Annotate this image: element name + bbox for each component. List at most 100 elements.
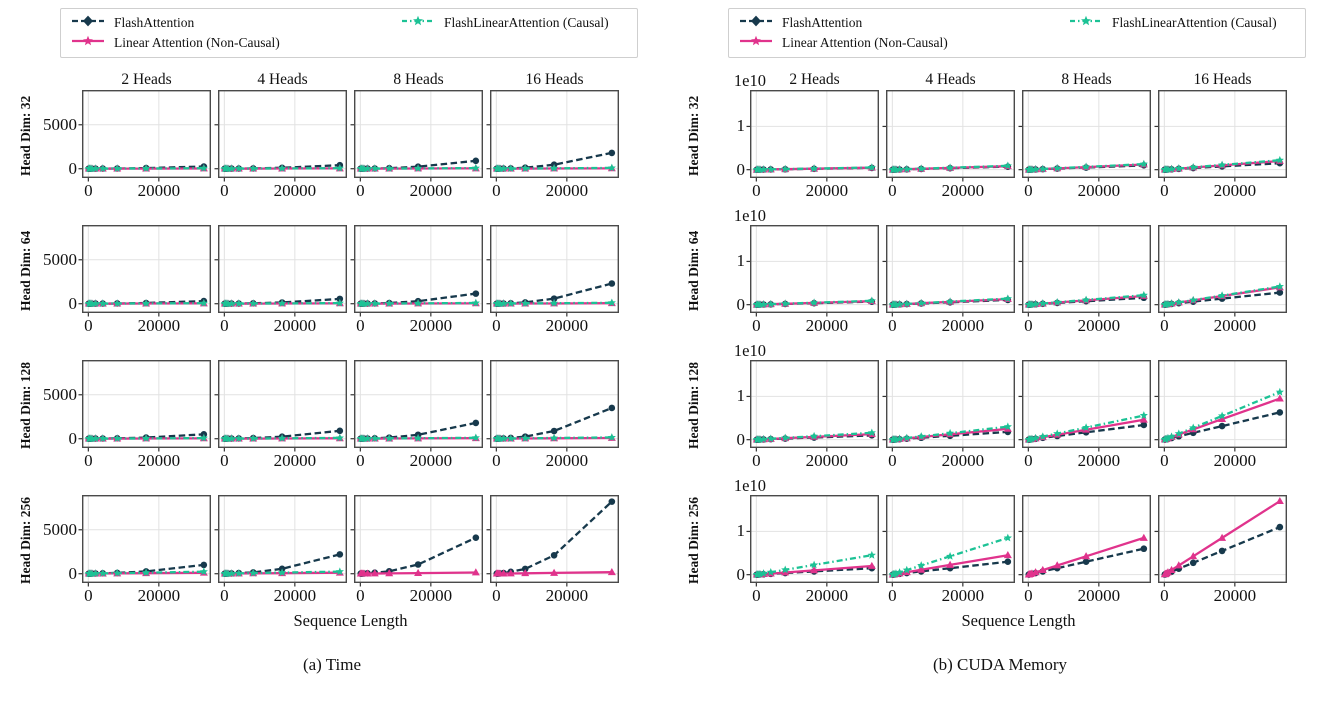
y-axis-gutter: 0 1 1e10 — [704, 70, 766, 204]
subplot-cell-a-1-3: 0 20000 — [486, 224, 619, 339]
legend-sample-dashdot-icon — [1069, 13, 1103, 34]
subplot-cell-b-0-1: 4 Heads 0 20000 — [882, 70, 1015, 204]
x-tick-label: 0 — [1024, 316, 1033, 335]
x-tick-label: 20000 — [409, 181, 453, 200]
column-title: 4 Heads — [925, 71, 976, 88]
x-tick-label: 0 — [752, 181, 761, 200]
x-tick-row: 0 20000 — [82, 448, 211, 474]
x-tick-row: 0 20000 — [218, 583, 347, 609]
x-tick-row: 0 20000 — [1022, 448, 1151, 474]
x-tick-label: 20000 — [545, 316, 589, 335]
x-tick-label: 20000 — [409, 586, 453, 605]
x-tick-label: 0 — [888, 451, 897, 470]
y-offset-label: 1e10 — [733, 476, 766, 495]
subplot-a-1-0 — [78, 224, 211, 317]
x-tick-row: 0 20000 — [490, 313, 619, 339]
y-axis-gutter: 0 5000 — [36, 360, 82, 474]
legend-sample-dashed-icon — [71, 13, 105, 34]
legend-item-2: FlashLinearAttention (Causal) — [1069, 13, 1277, 33]
subplot-b-0-1 — [882, 89, 1015, 182]
subplot-b-1-0 — [746, 224, 879, 317]
y-tick-label: 5000 — [43, 249, 77, 269]
subplot-a-1-1 — [214, 224, 347, 317]
subplot-a-2-3 — [486, 359, 619, 452]
subplot-cell-b-2-1: 0 20000 — [882, 359, 1015, 474]
y-axis-gutter: 0 1 1e10 — [704, 341, 766, 474]
legend-column-1: FlashAttention Linear Attention (Non-Caus… — [739, 13, 1047, 53]
y-tick-label: 0 — [736, 294, 746, 314]
x-tick-label: 20000 — [409, 316, 453, 335]
caption-b: (b) CUDA Memory — [932, 655, 1068, 674]
legend-column-1: FlashAttention Linear Attention (Non-Caus… — [71, 13, 379, 53]
subplot-cell-a-0-3: 16 Heads 0 20000 — [486, 70, 619, 204]
x-tick-label: 20000 — [1213, 451, 1257, 470]
subplot-a-1-3 — [486, 224, 619, 317]
legend-item-label: Linear Attention (Non-Causal) — [114, 35, 280, 50]
x-tick-label: 20000 — [273, 586, 317, 605]
y-tick-label: 0 — [736, 564, 746, 584]
legend-item-label: FlashLinearAttention (Causal) — [1112, 15, 1277, 30]
x-tick-row: 0 20000 — [750, 313, 879, 339]
subplot-b-0-3 — [1154, 89, 1287, 182]
x-tick-row: 0 20000 — [886, 313, 1015, 339]
legend-a: FlashAttention Linear Attention (Non-Caus… — [60, 8, 638, 58]
subplot-row-a-2: Head Dim: 128 0 5000 0 20000 0 20000 0 20000 0 200… — [16, 359, 662, 474]
subplot-b-1-2 — [1018, 224, 1151, 317]
subplot-a-0-1 — [214, 89, 347, 182]
x-tick-label: 0 — [492, 586, 501, 605]
subplot-cell-a-3-0: 0 20000 — [78, 494, 211, 609]
y-tick-label: 5000 — [43, 519, 77, 539]
row-label: Head Dim: 128 — [16, 360, 36, 452]
legend-item-2: FlashLinearAttention (Causal) — [401, 13, 609, 33]
row-label-text: Head Dim: 64 — [18, 230, 33, 312]
subplot-cell-b-2-3: 0 20000 — [1154, 359, 1287, 474]
row-label-text: Head Dim: 32 — [686, 95, 701, 177]
row-label-text: Head Dim: 256 — [18, 497, 33, 585]
x-tick-label: 20000 — [137, 451, 181, 470]
subplot-cell-b-1-3: 0 20000 — [1154, 224, 1287, 339]
subplot-row-a-3: Head Dim: 256 0 5000 0 20000 0 20000 0 20000 0 200… — [16, 494, 662, 609]
subplot-cell-b-3-1: 0 20000 — [882, 494, 1015, 609]
x-tick-row: 0 20000 — [750, 583, 879, 609]
row-label-text: Head Dim: 32 — [18, 95, 33, 177]
legend-item-1: Linear Attention (Non-Causal) — [739, 33, 1047, 53]
x-tick-row: 0 20000 — [354, 313, 483, 339]
x-tick-label: 0 — [1160, 586, 1169, 605]
x-tick-row: 0 20000 — [750, 178, 879, 204]
subplot-row-b-2: Head Dim: 128 0 1 1e10 0 20000 0 20000 0 20000 0 20… — [684, 341, 1330, 474]
x-tick-label: 0 — [356, 586, 365, 605]
subplot-row-a-1: Head Dim: 64 0 5000 0 20000 0 20000 0 20000 0 2000… — [16, 224, 662, 339]
x-tick-label: 0 — [1160, 181, 1169, 200]
subplot-a-0-0 — [78, 89, 211, 182]
legend-sample-dashed-icon — [739, 13, 773, 34]
subplot-a-2-1 — [214, 359, 347, 452]
subplot-cell-a-1-1: 0 20000 — [214, 224, 347, 339]
x-tick-label: 20000 — [273, 181, 317, 200]
row-label-text: Head Dim: 64 — [686, 230, 701, 312]
x-tick-row: 0 20000 — [82, 583, 211, 609]
column-title: 16 Heads — [1193, 71, 1252, 88]
subplot-cell-b-0-3: 16 Heads 0 20000 — [1154, 70, 1287, 204]
row-label: Head Dim: 256 — [684, 495, 704, 587]
x-tick-label: 0 — [356, 181, 365, 200]
y-tick-label: 1 — [736, 251, 746, 271]
x-tick-label: 0 — [356, 451, 365, 470]
subplot-cell-a-3-3: 0 20000 — [486, 494, 619, 609]
x-tick-label: 20000 — [137, 181, 181, 200]
row-label-text: Head Dim: 128 — [686, 362, 701, 450]
figure-panel-time: FlashAttention Linear Attention (Non-Caus… — [2, 0, 662, 703]
x-tick-label: 0 — [1160, 451, 1169, 470]
x-tick-label: 0 — [1160, 316, 1169, 335]
x-tick-row: 0 20000 — [1158, 583, 1287, 609]
x-tick-row: 0 20000 — [886, 583, 1015, 609]
y-tick-label: 5000 — [43, 384, 77, 404]
row-label: Head Dim: 64 — [684, 225, 704, 317]
x-axis-label-a: Sequence Length — [293, 611, 408, 630]
caption-a: (a) Time — [302, 655, 362, 674]
subplot-a-2-0 — [78, 359, 211, 452]
subplot-cell-a-0-0: 2 Heads 0 20000 — [78, 70, 211, 204]
x-tick-label: 20000 — [941, 316, 985, 335]
subplot-b-3-3 — [1154, 494, 1287, 587]
y-tick-label: 0 — [68, 293, 78, 313]
x-tick-label: 20000 — [1213, 181, 1257, 200]
